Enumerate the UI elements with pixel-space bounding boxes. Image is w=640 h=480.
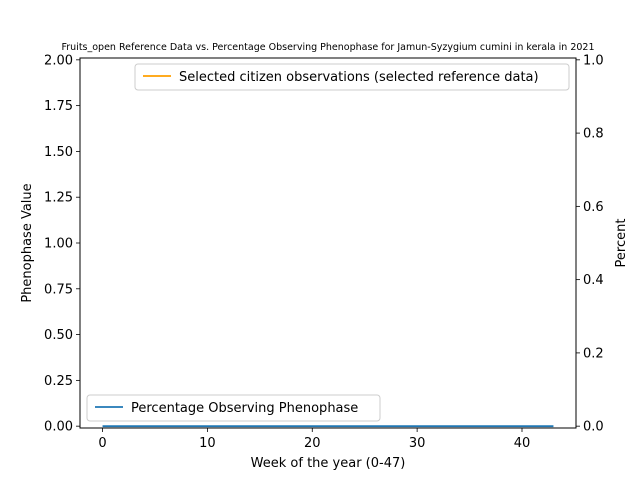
plot-area-frame <box>79 57 577 429</box>
legend-label-percentage: Percentage Observing Phenophase <box>131 401 358 416</box>
x-axis-label: Week of the year (0-47) <box>251 456 406 471</box>
right-y-axis-label: Percent <box>614 219 629 268</box>
legend-box <box>86 394 381 422</box>
right-y-tick-label: 0.4 <box>583 273 604 288</box>
left-y-tick-label: 0.25 <box>44 374 73 389</box>
left-y-tick-label: 1.50 <box>44 145 73 160</box>
right-axis-ticks: 0.0 0.2 0.4 0.6 0.8 1.0 <box>576 53 604 435</box>
left-y-tick-label: 1.00 <box>44 237 73 252</box>
x-tick-label: 20 <box>304 436 321 451</box>
left-y-tick-label: 0.50 <box>44 328 73 343</box>
x-axis-ticks: 0 10 20 30 40 <box>98 428 530 451</box>
left-y-tick-label: 0.75 <box>44 282 73 297</box>
legend-label-citizen: Selected citizen observations (selected … <box>179 70 539 85</box>
right-y-tick-label: 0.8 <box>583 127 604 142</box>
left-y-axis-label: Phenophase Value <box>20 183 35 302</box>
x-tick-label: 0 <box>98 436 106 451</box>
left-y-tick-label: 1.75 <box>44 99 73 114</box>
legend-upper-right: Selected citizen observations (selected … <box>134 63 570 91</box>
right-y-tick-label: 1.0 <box>583 53 604 68</box>
x-tick-label: 30 <box>409 436 426 451</box>
legend-box <box>134 63 570 91</box>
left-axis-ticks: 0.00 0.25 0.50 0.75 1.00 1.25 1.50 1.75 2.00 <box>44 53 80 435</box>
right-y-tick-label: 0.2 <box>583 346 604 361</box>
chart-title: Fruits_open Reference Data vs. Percentag… <box>61 42 594 53</box>
left-y-tick-label: 1.25 <box>44 191 73 206</box>
x-tick-label: 40 <box>514 436 531 451</box>
left-y-tick-label: 0.00 <box>44 420 73 435</box>
right-y-tick-label: 0.0 <box>583 420 604 435</box>
right-y-tick-label: 0.6 <box>583 200 604 215</box>
left-y-tick-label: 2.00 <box>44 53 73 68</box>
legend-lower-left: Percentage Observing Phenophase <box>86 394 381 422</box>
x-tick-label: 10 <box>199 436 216 451</box>
